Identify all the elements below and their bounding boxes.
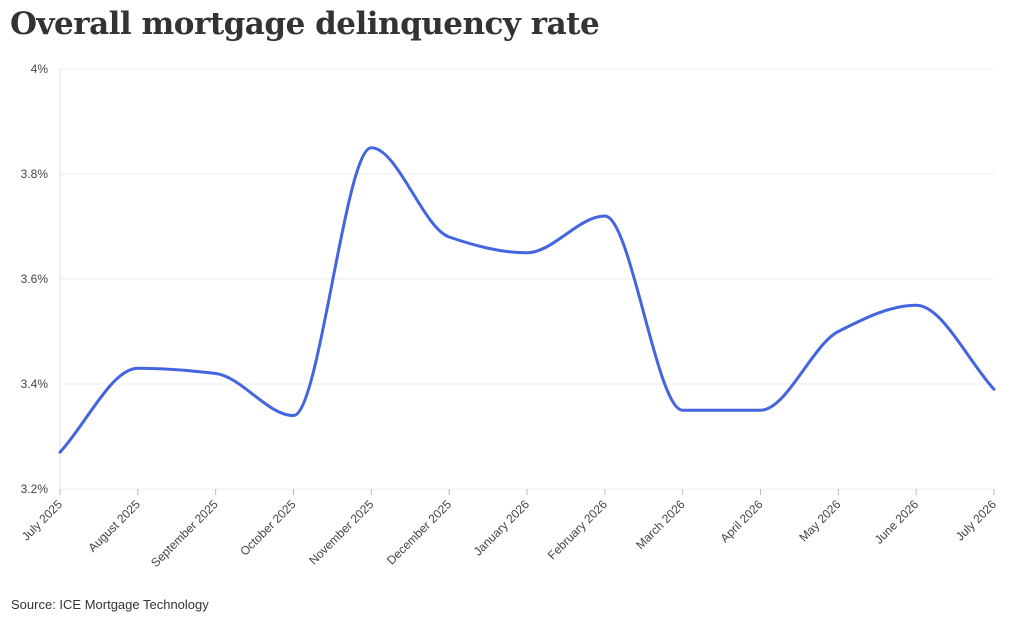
x-tick-label: July 2025 [19,497,65,543]
x-tick-label: August 2025 [85,497,143,555]
y-tick-label: 3.6% [21,272,49,286]
data-point [679,406,687,414]
x-tick-label: March 2026 [633,497,688,552]
y-tick-label: 3.8% [21,167,49,181]
y-tick-label: 3.2% [21,482,49,496]
data-point [56,448,64,456]
x-tick-label: December 2025 [384,497,455,568]
data-point [990,385,998,393]
data-point [523,249,531,257]
x-tick-label: January 2026 [471,497,533,559]
x-tick-label: October 2025 [237,497,299,559]
data-point [367,144,375,152]
data-point [290,412,298,420]
data-point [912,301,920,309]
x-tick-label: April 2026 [718,497,766,545]
data-point [601,212,609,220]
x-tick-label: February 2026 [545,497,610,562]
data-point [834,328,842,336]
x-tick-label: September 2025 [148,497,221,570]
x-tick-label: May 2026 [796,497,843,544]
x-tick-label: June 2026 [872,497,922,547]
series-line [58,146,996,454]
data-point [445,233,453,241]
x-tick-label: November 2025 [306,497,377,568]
chart-title: Overall mortgage delinquency rate [10,6,600,42]
chart-source: Source: ICE Mortgage Technology [11,597,209,612]
data-point [212,370,220,378]
y-tick-label: 4% [31,62,49,76]
data-point [134,364,142,372]
x-tick-label: July 2026 [953,497,999,543]
y-tick-label: 3.4% [21,377,49,391]
data-point [757,406,765,414]
